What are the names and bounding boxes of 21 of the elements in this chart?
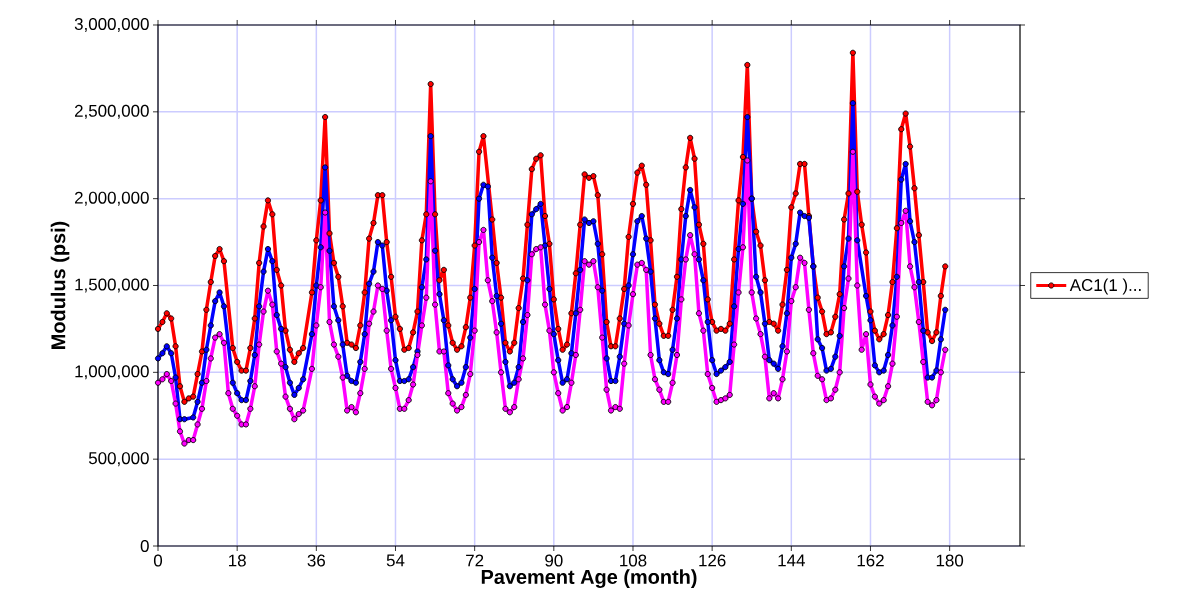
x-tick-label: 144	[778, 554, 805, 567]
x-tick-label: 36	[307, 554, 325, 567]
x-tick-label: 54	[386, 554, 405, 567]
x-tick-label: 72	[466, 554, 484, 567]
y-tick-label: 3,000,000	[74, 17, 149, 32]
y-tick-label: 2,000,000	[74, 191, 149, 206]
x-tick-label: 180	[936, 554, 964, 567]
legend-label: AC1(1 )...	[1069, 278, 1141, 295]
x-tick-label: 18	[229, 554, 246, 567]
y-tick-label: 1,000,000	[75, 365, 149, 380]
y-tick-label: 0	[140, 540, 149, 552]
x-tick-label: 90	[545, 554, 563, 567]
x-tick-label: 0	[153, 554, 163, 567]
x-tick-label: 126	[699, 554, 726, 567]
y-axis-title: Modulus (psi)	[50, 221, 70, 349]
y-tick-label: 1,500,000	[75, 278, 149, 293]
y-tick-label: 500,000	[88, 452, 149, 467]
x-axis-title: Pavement Age (month)	[481, 569, 697, 589]
y-tick-label: 2,500,000	[74, 104, 149, 119]
x-tick-label: 162	[857, 554, 884, 567]
x-tick-label: 108	[620, 554, 647, 567]
